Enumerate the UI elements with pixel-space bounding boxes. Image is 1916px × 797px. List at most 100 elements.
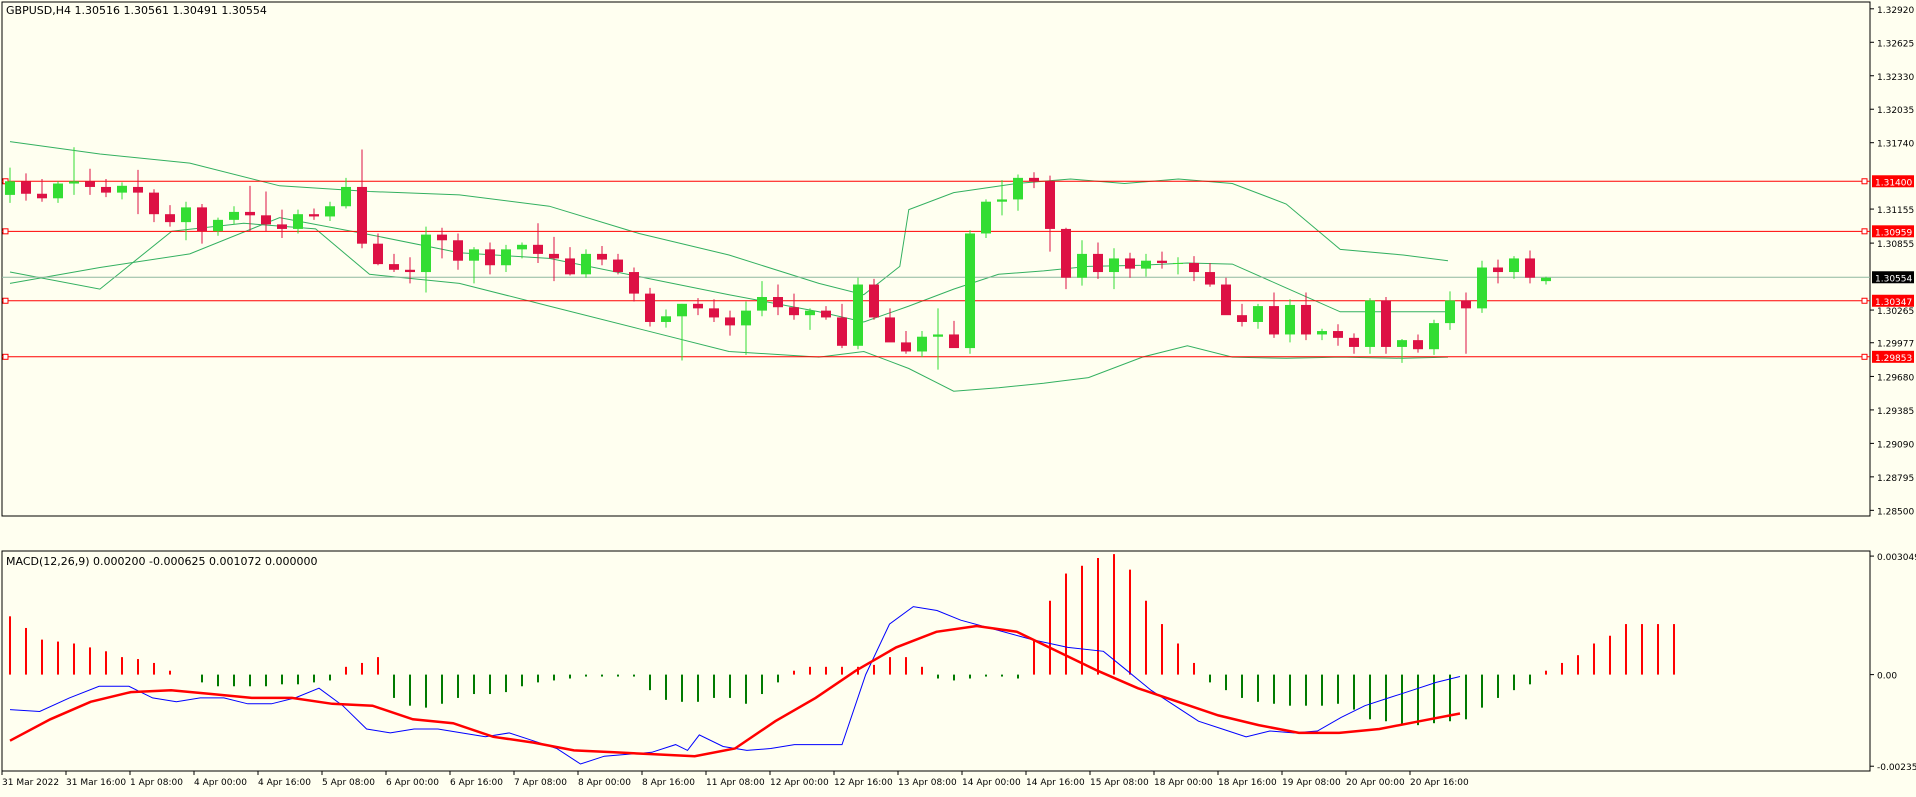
price-tick-label: 1.32920 xyxy=(1877,6,1914,16)
level-marker-right[interactable] xyxy=(1861,228,1868,235)
candle-body xyxy=(1365,300,1375,347)
candle-body xyxy=(885,317,895,343)
candle-body xyxy=(1061,228,1071,278)
candle-body xyxy=(101,186,111,193)
candle xyxy=(1221,277,1231,316)
candle-body xyxy=(485,249,495,266)
candle xyxy=(485,242,495,275)
level-marker-left[interactable] xyxy=(2,228,9,235)
candle xyxy=(981,199,991,239)
candle xyxy=(949,320,959,349)
candle xyxy=(613,253,623,275)
candle xyxy=(1349,333,1359,354)
candle xyxy=(1301,292,1311,341)
candle-body xyxy=(997,199,1007,202)
candle-body xyxy=(197,207,207,232)
candle xyxy=(1365,298,1375,354)
candle-body xyxy=(181,207,191,223)
candle-body xyxy=(597,253,607,260)
candle xyxy=(357,149,367,249)
candle-body xyxy=(741,310,751,326)
candle-body xyxy=(1029,177,1039,182)
candle xyxy=(965,230,975,354)
candle-body xyxy=(1413,340,1423,350)
bollinger-upper xyxy=(9,141,1449,296)
candle xyxy=(165,205,175,227)
candle-body xyxy=(309,214,319,217)
candle xyxy=(821,306,831,320)
candle-body xyxy=(645,293,655,322)
candle xyxy=(1461,292,1471,354)
main-panel-frame xyxy=(1,1,1871,517)
time-tick-label: 31 Mar 2022 xyxy=(2,778,59,788)
candle xyxy=(133,169,143,215)
candle xyxy=(597,245,607,266)
candle xyxy=(853,277,863,350)
candle xyxy=(181,201,191,241)
candle xyxy=(293,209,303,234)
candle-body xyxy=(1301,304,1311,335)
price-tick-label: 1.28795 xyxy=(1877,474,1914,484)
candle xyxy=(629,267,639,302)
candle-body xyxy=(613,259,623,273)
candle xyxy=(917,331,927,358)
candle xyxy=(389,253,399,273)
macd-tick-label: 0.003049 xyxy=(1877,553,1916,563)
candle xyxy=(677,303,687,361)
level-price-tag xyxy=(1872,350,1914,363)
candle xyxy=(213,217,223,236)
price-tick-label: 1.30855 xyxy=(1877,240,1914,250)
level-marker-left[interactable] xyxy=(2,353,9,360)
time-tick-label: 20 Apr 16:00 xyxy=(1410,778,1469,788)
candle-body xyxy=(805,310,815,316)
time-tick-label: 12 Apr 00:00 xyxy=(770,778,829,788)
candle-body xyxy=(261,215,271,225)
level-marker-right[interactable] xyxy=(1861,178,1868,185)
candle-body xyxy=(565,258,575,275)
time-tick-label: 5 Apr 08:00 xyxy=(322,778,375,788)
candle-body xyxy=(1013,177,1023,200)
candle-body xyxy=(1093,253,1103,273)
time-tick-label: 19 Apr 08:00 xyxy=(1282,778,1341,788)
candle-body xyxy=(1461,300,1471,309)
level-marker-left[interactable] xyxy=(2,297,9,304)
macd-panel-frame xyxy=(1,550,1871,772)
candle-body xyxy=(213,219,223,232)
price-tick-label: 1.32035 xyxy=(1877,106,1914,116)
level-marker-right[interactable] xyxy=(1861,297,1868,304)
candle xyxy=(693,298,703,316)
time-tick-label: 14 Apr 16:00 xyxy=(1026,778,1085,788)
candle-body xyxy=(373,243,383,265)
level-marker-right[interactable] xyxy=(1861,353,1868,360)
candle xyxy=(341,177,351,209)
candle xyxy=(1237,303,1247,327)
candle-body xyxy=(933,334,943,337)
candle-body xyxy=(69,181,79,184)
candle xyxy=(69,147,79,195)
candle xyxy=(1045,175,1055,252)
level-price-tag xyxy=(1872,294,1914,307)
level-price-label: 1.31400 xyxy=(1875,178,1912,188)
candle xyxy=(1077,240,1087,286)
candle xyxy=(1525,250,1535,284)
candle-body xyxy=(965,233,975,349)
candle xyxy=(1157,251,1167,269)
candle-body xyxy=(901,342,911,352)
candle-body xyxy=(437,234,447,241)
candle-body xyxy=(341,186,351,207)
candle xyxy=(1285,299,1295,343)
candle-body xyxy=(1253,306,1263,322)
candle xyxy=(421,226,431,293)
candle xyxy=(645,287,655,327)
candle xyxy=(1509,256,1519,279)
candle xyxy=(469,247,479,284)
candle xyxy=(1253,303,1263,329)
candle-body xyxy=(1525,258,1535,278)
time-tick-label: 6 Apr 16:00 xyxy=(450,778,503,788)
candle xyxy=(901,331,911,354)
macd-title: MACD(12,26,9) 0.000200 -0.000625 0.00107… xyxy=(6,555,317,568)
candle xyxy=(709,299,719,322)
candle-body xyxy=(165,214,175,223)
